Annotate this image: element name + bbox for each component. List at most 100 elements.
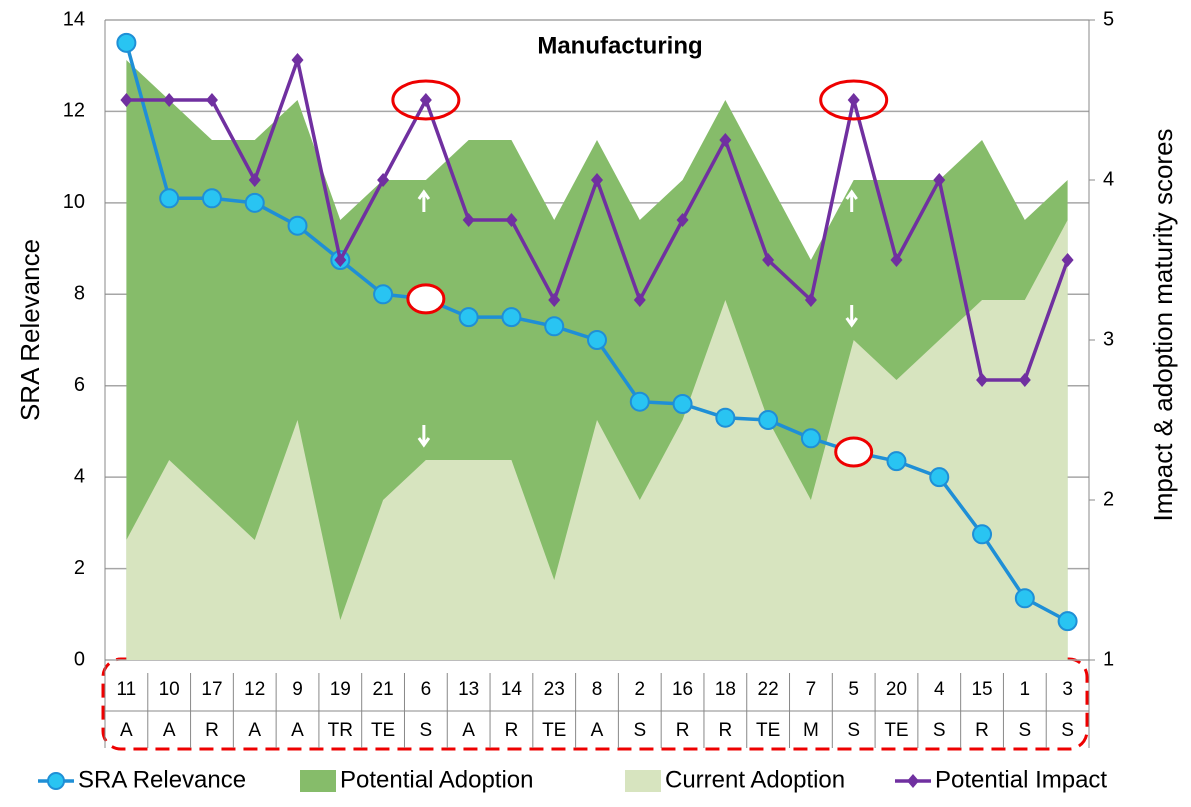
x-group-label: A (248, 720, 261, 741)
x-tick-label: 2 (634, 679, 645, 700)
marker (847, 93, 860, 107)
arrow (417, 425, 431, 448)
x-group-label: S (1018, 720, 1031, 741)
marker (591, 173, 603, 187)
x-group-label: A (591, 720, 604, 741)
marker (886, 451, 907, 472)
marker (804, 293, 817, 307)
marker (587, 330, 607, 350)
y-tick-label: 12 (63, 100, 85, 122)
marker (976, 373, 989, 387)
arrow (417, 189, 431, 212)
marker (201, 188, 222, 209)
marker (933, 173, 946, 187)
y-tick-label: 14 (63, 8, 85, 30)
x-tick-label: 11 (117, 679, 137, 700)
x-tick-label: 14 (501, 679, 523, 700)
x-group-label: A (120, 720, 133, 741)
chart-title: Manufacturing (537, 32, 702, 59)
x-group-label: TE (756, 720, 780, 741)
marker (377, 173, 390, 187)
legend-swatch (300, 770, 336, 792)
marker (462, 213, 475, 227)
x-tick-label: 3 (1062, 679, 1073, 700)
x-tick-label: 6 (421, 679, 432, 700)
marker (672, 394, 693, 414)
y-tick-label: 2 (74, 557, 85, 579)
x-tick-label: 16 (672, 679, 693, 700)
x-group-label: R (205, 720, 219, 741)
x-group-label: R (975, 720, 989, 741)
x-group-label: S (933, 720, 946, 741)
y-tick-label: 4 (74, 465, 85, 487)
marker (1061, 253, 1074, 267)
x-group-label: S (847, 720, 860, 741)
marker (501, 307, 522, 328)
legend-label: SRA Relevance (78, 766, 246, 793)
marker (248, 173, 261, 187)
marker (758, 410, 779, 430)
x-tick-label: 23 (544, 679, 565, 700)
marker (163, 93, 176, 107)
y-tick-label: 10 (63, 191, 85, 213)
marker (1057, 611, 1078, 632)
x-tick-label: 4 (934, 679, 945, 700)
y-tick-label: 6 (74, 374, 85, 396)
marker (205, 93, 218, 107)
marker (419, 93, 432, 107)
x-group-label: R (718, 720, 732, 741)
x-group-label: S (1061, 720, 1074, 741)
marker (762, 253, 775, 267)
legend-label: Potential Impact (935, 766, 1107, 793)
x-tick-label: 18 (715, 679, 736, 700)
marker (334, 253, 347, 267)
marker (929, 467, 950, 488)
marker (890, 253, 903, 267)
marker (544, 316, 565, 337)
y2-tick-label: 5 (1103, 8, 1114, 30)
arrow (845, 305, 858, 328)
legend-label: Potential Adoption (340, 766, 534, 793)
x-group-label: S (633, 720, 646, 741)
x-group-label: A (291, 720, 304, 741)
highlight (819, 79, 889, 121)
marker (548, 293, 561, 307)
x-group-label: S (420, 720, 433, 741)
marker (633, 293, 646, 307)
marker (715, 407, 736, 428)
marker (291, 53, 304, 67)
marker (676, 213, 689, 227)
marker (719, 133, 732, 147)
legend-marker (907, 774, 919, 788)
legend-label: Current Adoption (665, 766, 845, 793)
x-tick-label: 15 (971, 679, 992, 700)
legend-marker (47, 772, 65, 790)
marker (505, 213, 518, 227)
marker (116, 32, 137, 53)
highlight (391, 79, 461, 121)
x-group-label: TE (884, 720, 908, 741)
marker (373, 284, 394, 305)
marker (800, 428, 821, 449)
x-group-label: TE (542, 720, 566, 741)
marker (834, 436, 874, 468)
x-tick-label: 8 (592, 679, 603, 700)
y2-tick-label: 4 (1103, 168, 1114, 190)
x-group-label: R (676, 720, 690, 741)
y-tick-label: 8 (74, 283, 85, 305)
x-group-label: TE (371, 720, 395, 741)
x-tick-label: 13 (458, 679, 479, 700)
marker (244, 192, 265, 213)
marker (972, 524, 993, 545)
x-tick-label: 20 (886, 679, 907, 700)
x-group-label: TR (328, 720, 353, 741)
x-group-label: M (803, 720, 819, 741)
marker (406, 283, 446, 315)
area (126, 220, 1068, 660)
arrow (845, 189, 858, 212)
x-tick-label: 1 (1020, 679, 1031, 700)
y2-tick-label: 2 (1103, 488, 1114, 510)
y-tick-label: 0 (74, 648, 85, 670)
x-tick-label: 9 (292, 679, 303, 700)
marker (159, 188, 180, 209)
